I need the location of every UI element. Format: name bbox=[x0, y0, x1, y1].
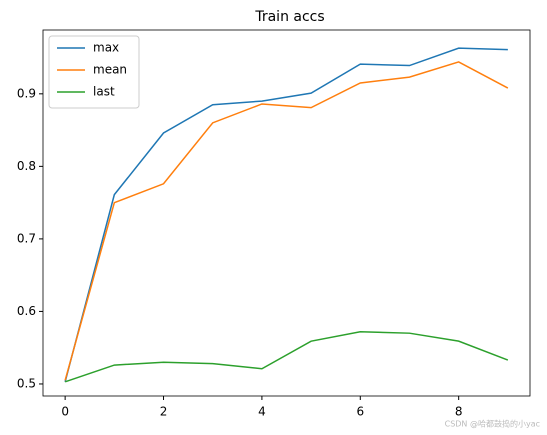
legend-label: last bbox=[93, 85, 115, 99]
y-tick-label: 0.9 bbox=[17, 86, 36, 100]
series-line bbox=[64, 47, 508, 382]
x-tick-label: 0 bbox=[61, 405, 69, 419]
x-tick-label: 6 bbox=[356, 405, 364, 419]
y-tick-label: 0.5 bbox=[17, 376, 36, 390]
x-tick-label: 2 bbox=[160, 405, 168, 419]
y-tick-label: 0.7 bbox=[17, 231, 36, 245]
plot-frame bbox=[42, 29, 531, 397]
watermark: CSDN @哈都鼓捣的小yac bbox=[445, 419, 540, 429]
y-tick-label: 0.8 bbox=[17, 159, 36, 173]
chart-title: Train accs bbox=[254, 9, 324, 25]
y-tick-label: 0.6 bbox=[17, 304, 36, 318]
x-tick-label: 8 bbox=[455, 405, 463, 419]
x-tick-label: 4 bbox=[258, 405, 266, 419]
legend-box bbox=[48, 35, 140, 109]
series-line bbox=[64, 61, 509, 381]
legend-label: max bbox=[93, 41, 119, 55]
series-line bbox=[64, 330, 509, 383]
legend-label: mean bbox=[93, 63, 127, 77]
